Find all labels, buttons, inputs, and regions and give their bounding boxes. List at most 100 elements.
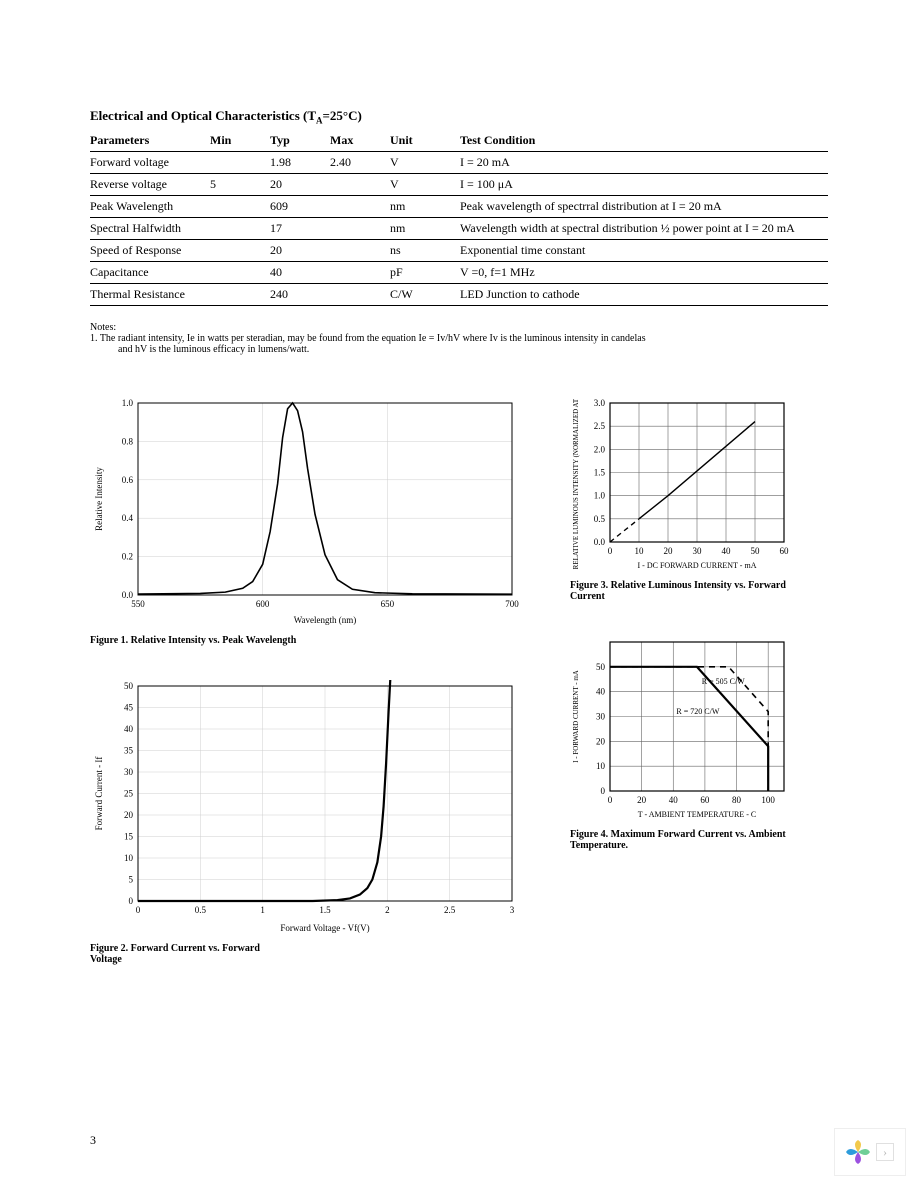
notes-line2: and hV is the luminous efficacy in lumen… bbox=[90, 344, 828, 355]
th-min: Min bbox=[210, 130, 270, 152]
title-suffix: =25°C) bbox=[323, 108, 362, 123]
characteristics-table: Parameters Min Typ Max Unit Test Conditi… bbox=[90, 130, 828, 306]
svg-text:30: 30 bbox=[124, 767, 134, 777]
title-prefix: Electrical and Optical Characteristics (… bbox=[90, 108, 316, 123]
svg-text:650: 650 bbox=[381, 599, 395, 609]
cell-unit: C/W bbox=[390, 283, 460, 305]
svg-text:RELATIVE LUMINOUS INTENSITY (N: RELATIVE LUMINOUS INTENSITY (NORMALIZED … bbox=[572, 397, 580, 569]
svg-text:30: 30 bbox=[596, 711, 606, 721]
table-row: Thermal Resistance240C/WLED Junction to … bbox=[90, 283, 828, 305]
cell-max bbox=[330, 239, 390, 261]
svg-text:50: 50 bbox=[596, 661, 606, 671]
svg-text:50: 50 bbox=[124, 681, 134, 691]
svg-text:40: 40 bbox=[124, 724, 134, 734]
svg-text:50: 50 bbox=[751, 546, 761, 556]
svg-text:0.2: 0.2 bbox=[122, 551, 133, 561]
notes-line1: 1. The radiant intensity, Ie in watts pe… bbox=[90, 333, 828, 344]
svg-text:20: 20 bbox=[637, 795, 647, 805]
svg-text:1.5: 1.5 bbox=[594, 467, 606, 477]
svg-text:R = 720 C/W: R = 720 C/W bbox=[676, 707, 719, 716]
cell-max bbox=[330, 261, 390, 283]
svg-text:0.6: 0.6 bbox=[122, 474, 134, 484]
svg-text:2.5: 2.5 bbox=[444, 905, 456, 915]
cell-param: Reverse voltage bbox=[90, 173, 210, 195]
th-typ: Typ bbox=[270, 130, 330, 152]
svg-text:0: 0 bbox=[601, 786, 606, 796]
svg-text:R = 505 C/W: R = 505 C/W bbox=[702, 677, 745, 686]
footer-logo: › bbox=[834, 1128, 906, 1176]
svg-text:20: 20 bbox=[664, 546, 674, 556]
svg-text:0.5: 0.5 bbox=[195, 905, 207, 915]
cell-typ: 40 bbox=[270, 261, 330, 283]
cell-min: 5 bbox=[210, 173, 270, 195]
cell-cond: Exponential time constant bbox=[460, 239, 828, 261]
cell-max: 2.40 bbox=[330, 151, 390, 173]
chevron-right-icon: › bbox=[876, 1143, 894, 1161]
cell-param: Thermal Resistance bbox=[90, 283, 210, 305]
cell-param: Peak Wavelength bbox=[90, 195, 210, 217]
svg-text:2.5: 2.5 bbox=[594, 421, 606, 431]
cell-cond: Peak wavelength of spectrral distributio… bbox=[460, 195, 828, 217]
cell-unit: V bbox=[390, 151, 460, 173]
svg-text:0.5: 0.5 bbox=[594, 513, 606, 523]
th-param: Parameters bbox=[90, 130, 210, 152]
svg-text:0.0: 0.0 bbox=[122, 590, 134, 600]
svg-text:600: 600 bbox=[256, 599, 270, 609]
section-title: Electrical and Optical Characteristics (… bbox=[90, 108, 828, 126]
cell-param: Capacitance bbox=[90, 261, 210, 283]
th-cond: Test Condition bbox=[460, 130, 828, 152]
svg-text:3: 3 bbox=[510, 905, 515, 915]
svg-text:3.0: 3.0 bbox=[594, 398, 606, 408]
cell-param: Spectral Halfwidth bbox=[90, 217, 210, 239]
svg-text:30: 30 bbox=[693, 546, 703, 556]
svg-text:I - FORWARD CURRENT - mA: I - FORWARD CURRENT - mA bbox=[572, 670, 580, 763]
svg-text:0: 0 bbox=[608, 546, 613, 556]
cell-param: Forward voltage bbox=[90, 151, 210, 173]
table-row: Speed of Response20nsExponential time co… bbox=[90, 239, 828, 261]
svg-text:2.0: 2.0 bbox=[594, 444, 606, 454]
svg-text:10: 10 bbox=[124, 853, 134, 863]
svg-text:0.0: 0.0 bbox=[594, 537, 606, 547]
svg-text:1.5: 1.5 bbox=[319, 905, 331, 915]
table-row: Spectral Halfwidth17nmWavelength width a… bbox=[90, 217, 828, 239]
svg-text:20: 20 bbox=[124, 810, 134, 820]
svg-text:0: 0 bbox=[129, 896, 134, 906]
svg-text:45: 45 bbox=[124, 702, 134, 712]
cell-cond: Wavelength width at spectral distributio… bbox=[460, 217, 828, 239]
table-row: Forward voltage1.982.40VI = 20 mA bbox=[90, 151, 828, 173]
svg-text:40: 40 bbox=[722, 546, 732, 556]
cell-unit: pF bbox=[390, 261, 460, 283]
notes-heading: Notes: bbox=[90, 322, 828, 333]
cell-max bbox=[330, 195, 390, 217]
svg-text:1: 1 bbox=[260, 905, 265, 915]
svg-text:0: 0 bbox=[136, 905, 141, 915]
svg-text:1.0: 1.0 bbox=[122, 398, 134, 408]
cell-cond: I = 20 mA bbox=[460, 151, 828, 173]
cell-unit: V bbox=[390, 173, 460, 195]
figure-1-caption: Figure 1. Relative Intensity vs. Peak Wa… bbox=[90, 635, 310, 646]
svg-text:0.4: 0.4 bbox=[122, 513, 134, 523]
cell-cond: V =0, f=1 MHz bbox=[460, 261, 828, 283]
cell-min bbox=[210, 239, 270, 261]
svg-text:0.8: 0.8 bbox=[122, 436, 134, 446]
figure-4-caption: Figure 4. Maximum Forward Current vs. Am… bbox=[570, 829, 790, 851]
figure-4: 02040608010001020304050T - AMBIENT TEMPE… bbox=[570, 636, 820, 821]
svg-text:80: 80 bbox=[732, 795, 742, 805]
figure-2: 00.511.522.5305101520253035404550Forward… bbox=[90, 680, 530, 935]
cell-unit: nm bbox=[390, 217, 460, 239]
page-number: 3 bbox=[90, 1133, 96, 1148]
svg-text:2: 2 bbox=[385, 905, 390, 915]
table-row: Capacitance 40 pFV =0, f=1 MHz bbox=[90, 261, 828, 283]
cell-min bbox=[210, 261, 270, 283]
svg-text:550: 550 bbox=[131, 599, 145, 609]
svg-text:Relative Intensity: Relative Intensity bbox=[94, 466, 104, 530]
svg-text:40: 40 bbox=[596, 686, 606, 696]
figure-2-caption: Figure 2. Forward Current vs. Forward Vo… bbox=[90, 943, 290, 965]
cell-max bbox=[330, 217, 390, 239]
svg-text:60: 60 bbox=[780, 546, 790, 556]
cell-max bbox=[330, 283, 390, 305]
svg-text:Forward Current - If: Forward Current - If bbox=[94, 756, 104, 830]
svg-text:0: 0 bbox=[608, 795, 613, 805]
cell-min bbox=[210, 283, 270, 305]
table-row: Peak Wavelength609nmPeak wavelength of s… bbox=[90, 195, 828, 217]
